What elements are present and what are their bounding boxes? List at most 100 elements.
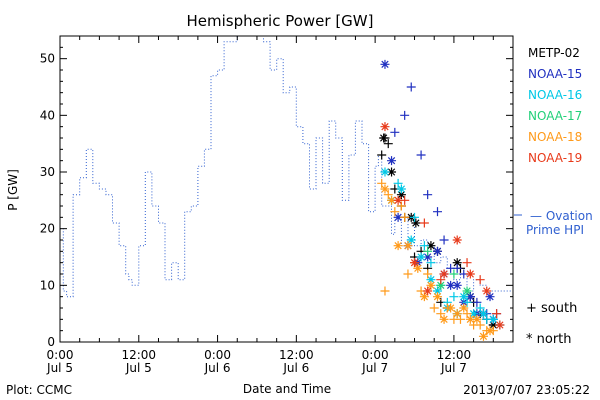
north-marker	[469, 309, 479, 319]
legend-entry: NOAA-19	[528, 151, 582, 165]
y-axis: 0 10 20 30 40 50	[40, 35, 513, 349]
south-marker	[423, 246, 433, 256]
south-marker	[472, 297, 482, 307]
timestamp: 2013/07/07 23:05:22	[463, 383, 590, 397]
x-tick-time-label: 0:00	[47, 348, 74, 362]
ovation-layer	[60, 35, 513, 298]
y-tick-label: 30	[40, 165, 55, 179]
y-tick-label: 20	[40, 222, 55, 236]
north-marker	[459, 292, 469, 302]
north-marker	[465, 269, 475, 279]
north-marker	[410, 258, 420, 268]
north-marker	[393, 212, 403, 222]
north-marker	[380, 122, 390, 132]
north-marker	[416, 252, 426, 262]
ovation-label-line2: Prime HPI	[526, 223, 584, 237]
north-marker	[393, 241, 403, 251]
points-layer	[377, 59, 505, 341]
legend-entry: NOAA-18	[528, 130, 582, 144]
y-tick-label: 40	[40, 108, 55, 122]
north-marker	[403, 241, 413, 251]
plot-frame	[59, 35, 514, 343]
plot-area	[60, 35, 513, 341]
marker-legend: + south * north	[526, 301, 577, 347]
north-marker	[472, 314, 482, 324]
x-tick-date-label: Jul 7	[361, 361, 388, 375]
north-marker	[396, 190, 406, 200]
north-marker	[387, 167, 397, 177]
north-marker	[413, 263, 423, 273]
south-marker	[462, 258, 472, 268]
south-marker	[423, 190, 433, 200]
north-marker	[387, 156, 397, 166]
north-marker	[436, 280, 446, 290]
south-marker	[410, 212, 420, 222]
south-marker	[400, 212, 410, 222]
x-tick-time-label: 0:00	[362, 348, 389, 362]
marker-legend-entry: + south	[526, 301, 577, 316]
south-marker	[475, 275, 485, 285]
ovation-label-line1: — Ovation	[530, 209, 593, 223]
x-tick-date-label: Jul 6	[204, 361, 231, 375]
north-marker	[396, 184, 406, 194]
legend-entry: NOAA-15	[528, 67, 582, 81]
south-marker	[449, 292, 459, 302]
x-tick-time-label: 0:00	[204, 348, 231, 362]
north-marker	[459, 303, 469, 313]
north-marker	[439, 314, 449, 324]
south-marker	[426, 258, 436, 268]
north-marker	[452, 309, 462, 319]
x-axis-label: Date and Time	[243, 382, 331, 396]
north-marker	[423, 252, 433, 262]
north-marker	[426, 241, 436, 251]
south-marker	[390, 127, 400, 137]
legend-entry: NOAA-17	[528, 109, 582, 123]
north-marker	[426, 280, 436, 290]
north-marker	[488, 314, 498, 324]
x-tick-date-label: Jul 6	[282, 361, 309, 375]
north-marker	[380, 167, 390, 177]
x-tick-time-label: 12:00	[437, 348, 472, 362]
north-marker	[439, 269, 449, 279]
south-marker	[423, 269, 433, 279]
north-marker	[419, 292, 429, 302]
south-marker	[433, 207, 442, 217]
x-tick-time-label: 12:00	[121, 348, 156, 362]
north-marker	[406, 235, 416, 245]
y-tick-label: 10	[40, 278, 55, 292]
south-marker	[390, 207, 400, 217]
south-marker	[380, 286, 390, 296]
legend-entry: METP-02	[528, 46, 580, 60]
y-tick-label: 50	[40, 52, 55, 66]
north-marker	[488, 320, 498, 330]
north-marker	[433, 286, 442, 296]
north-marker	[465, 292, 475, 302]
ovation-legend: — Ovation Prime HPI	[514, 209, 593, 237]
marker-legend-entry: * north	[526, 332, 572, 347]
south-marker	[429, 303, 439, 313]
south-marker	[439, 235, 449, 245]
north-marker	[495, 320, 505, 330]
north-marker	[423, 286, 433, 296]
north-marker	[452, 258, 462, 268]
x-tick-date-label: Jul 7	[440, 361, 467, 375]
north-marker	[482, 286, 492, 296]
north-marker	[380, 184, 390, 194]
x-tick-date-label: Jul 5	[125, 361, 152, 375]
x-tick-time-label: 12:00	[279, 348, 314, 362]
north-marker	[387, 195, 397, 205]
north-marker	[426, 275, 436, 285]
south-marker	[383, 139, 393, 149]
south-marker	[377, 150, 387, 160]
north-marker	[379, 133, 389, 143]
north-marker	[452, 235, 462, 245]
south-marker	[419, 218, 429, 228]
north-marker	[446, 280, 456, 290]
south-marker	[419, 241, 429, 251]
chart-title: Hemispheric Power [GW]	[187, 12, 374, 30]
y-tick-label: 0	[47, 335, 55, 349]
south-marker	[416, 150, 426, 160]
north-marker	[393, 195, 403, 205]
north-marker	[433, 246, 442, 256]
